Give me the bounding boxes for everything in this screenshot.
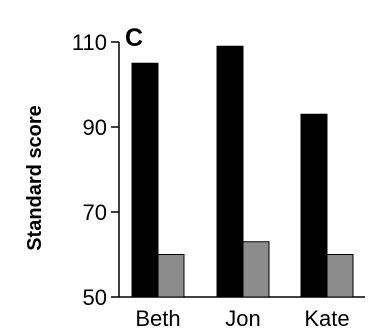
x-category-label: Kate	[304, 306, 349, 331]
bar-kate-series-1	[300, 113, 328, 298]
y-tick-label: 70	[83, 200, 107, 225]
bar-jon-series-1	[216, 45, 244, 298]
y-tick-label: 90	[83, 115, 107, 140]
y-tick-label: 110	[72, 30, 107, 55]
x-category-label: Jon	[225, 306, 260, 331]
bar-jon-series-2	[242, 241, 270, 298]
x-category-label: Beth	[135, 306, 180, 331]
panel-label: C	[125, 24, 143, 52]
y-tick-label: 50	[83, 285, 107, 310]
bar-beth-series-2	[157, 254, 185, 298]
bar-kate-series-2	[326, 254, 354, 298]
bar-beth-series-1	[131, 62, 159, 298]
y-axis-title: Standard score	[24, 105, 46, 251]
